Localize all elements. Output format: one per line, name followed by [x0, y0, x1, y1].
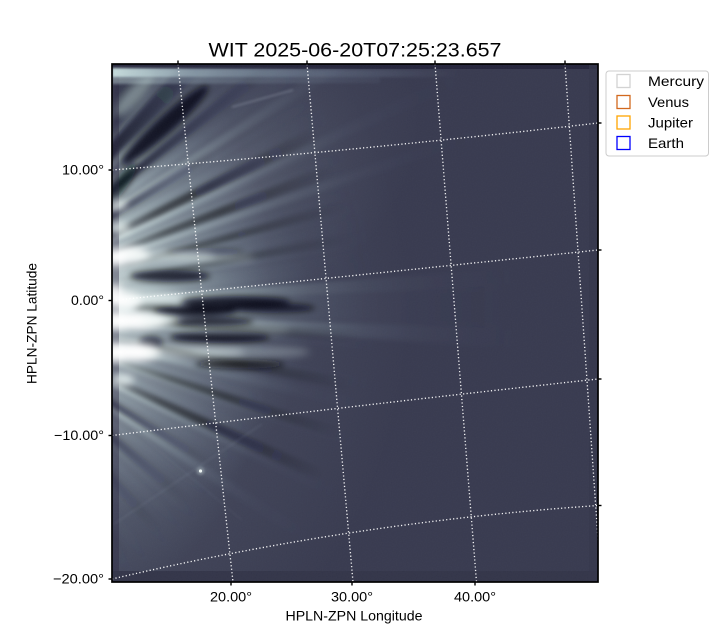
svg-text:40.00°: 40.00° — [454, 589, 496, 605]
svg-text:30.00°: 30.00° — [331, 589, 373, 605]
svg-text:Jupiter: Jupiter — [648, 115, 693, 131]
svg-text:Mercury: Mercury — [648, 73, 704, 89]
svg-text:Venus: Venus — [648, 94, 689, 110]
svg-text:0.00°: 0.00° — [71, 292, 104, 308]
svg-text:HPLN-ZPN Longitude: HPLN-ZPN Longitude — [286, 608, 423, 624]
svg-text:−20.00°: −20.00° — [53, 571, 104, 587]
svg-text:WIT 2025-06-20T07:25:23.657: WIT 2025-06-20T07:25:23.657 — [209, 40, 502, 62]
svg-text:10.00°: 10.00° — [62, 162, 104, 178]
svg-text:20.00°: 20.00° — [210, 589, 252, 605]
svg-text:Earth: Earth — [648, 135, 684, 151]
svg-text:HPLN-ZPN Latitude: HPLN-ZPN Latitude — [24, 263, 40, 384]
svg-text:−10.00°: −10.00° — [54, 427, 104, 443]
